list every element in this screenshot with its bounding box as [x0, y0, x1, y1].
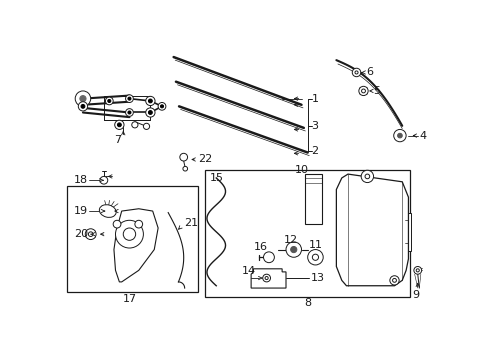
Text: 17: 17 — [122, 294, 137, 304]
Circle shape — [352, 68, 361, 77]
Circle shape — [416, 269, 419, 272]
Circle shape — [365, 174, 369, 179]
Circle shape — [361, 170, 373, 183]
Circle shape — [264, 252, 274, 263]
Circle shape — [359, 86, 368, 95]
Circle shape — [362, 89, 366, 93]
Circle shape — [308, 249, 323, 265]
Circle shape — [75, 91, 91, 106]
Circle shape — [128, 97, 131, 100]
Text: 15: 15 — [210, 173, 224, 183]
Circle shape — [312, 254, 318, 260]
Polygon shape — [336, 174, 409, 286]
Text: 16: 16 — [254, 242, 268, 252]
Circle shape — [414, 266, 421, 274]
Ellipse shape — [99, 205, 116, 217]
Polygon shape — [251, 269, 286, 288]
Circle shape — [78, 102, 88, 111]
Circle shape — [116, 220, 144, 248]
Bar — [405, 213, 411, 251]
Circle shape — [144, 123, 149, 130]
Circle shape — [128, 111, 131, 114]
Text: 11: 11 — [308, 240, 322, 250]
Circle shape — [80, 95, 86, 102]
Circle shape — [135, 220, 143, 228]
Circle shape — [180, 153, 188, 161]
Circle shape — [394, 130, 406, 142]
Text: 12: 12 — [284, 235, 298, 244]
Circle shape — [148, 99, 152, 103]
Circle shape — [291, 247, 297, 253]
Circle shape — [355, 71, 358, 74]
Text: 14: 14 — [242, 266, 256, 276]
Text: 10: 10 — [294, 165, 309, 175]
Circle shape — [390, 276, 399, 285]
Text: 9: 9 — [412, 290, 419, 300]
Circle shape — [263, 274, 270, 282]
Circle shape — [148, 111, 152, 114]
Text: 3: 3 — [312, 121, 318, 131]
Circle shape — [392, 278, 396, 282]
Circle shape — [160, 105, 164, 108]
Text: 6: 6 — [366, 67, 373, 77]
Circle shape — [88, 232, 93, 237]
Circle shape — [115, 120, 124, 130]
Text: 22: 22 — [198, 154, 213, 165]
Circle shape — [286, 242, 301, 257]
Circle shape — [85, 229, 96, 239]
Circle shape — [81, 104, 85, 108]
Text: 4: 4 — [419, 131, 426, 141]
Circle shape — [146, 96, 155, 105]
Text: 1: 1 — [312, 94, 318, 104]
Text: 21: 21 — [184, 217, 198, 228]
Text: 5: 5 — [373, 86, 380, 96]
Circle shape — [123, 228, 136, 240]
Circle shape — [183, 166, 188, 171]
Circle shape — [100, 176, 108, 184]
Circle shape — [118, 123, 122, 127]
Text: 19: 19 — [74, 206, 88, 216]
Circle shape — [108, 99, 111, 103]
Text: 20: 20 — [74, 229, 88, 239]
Text: 18: 18 — [74, 175, 88, 185]
Bar — [68, 186, 197, 292]
Circle shape — [105, 97, 113, 105]
Circle shape — [125, 109, 133, 116]
Bar — [305, 174, 322, 224]
Circle shape — [132, 122, 138, 128]
Circle shape — [113, 220, 121, 228]
Bar — [104, 95, 150, 120]
Text: 2: 2 — [312, 146, 318, 156]
Bar — [205, 170, 410, 297]
Polygon shape — [114, 209, 158, 282]
Circle shape — [125, 95, 133, 103]
Text: 13: 13 — [311, 273, 325, 283]
Circle shape — [397, 133, 402, 138]
Circle shape — [158, 103, 166, 110]
Circle shape — [146, 108, 155, 117]
Text: 7: 7 — [114, 135, 122, 145]
Text: 8: 8 — [304, 298, 311, 309]
Circle shape — [265, 276, 268, 280]
